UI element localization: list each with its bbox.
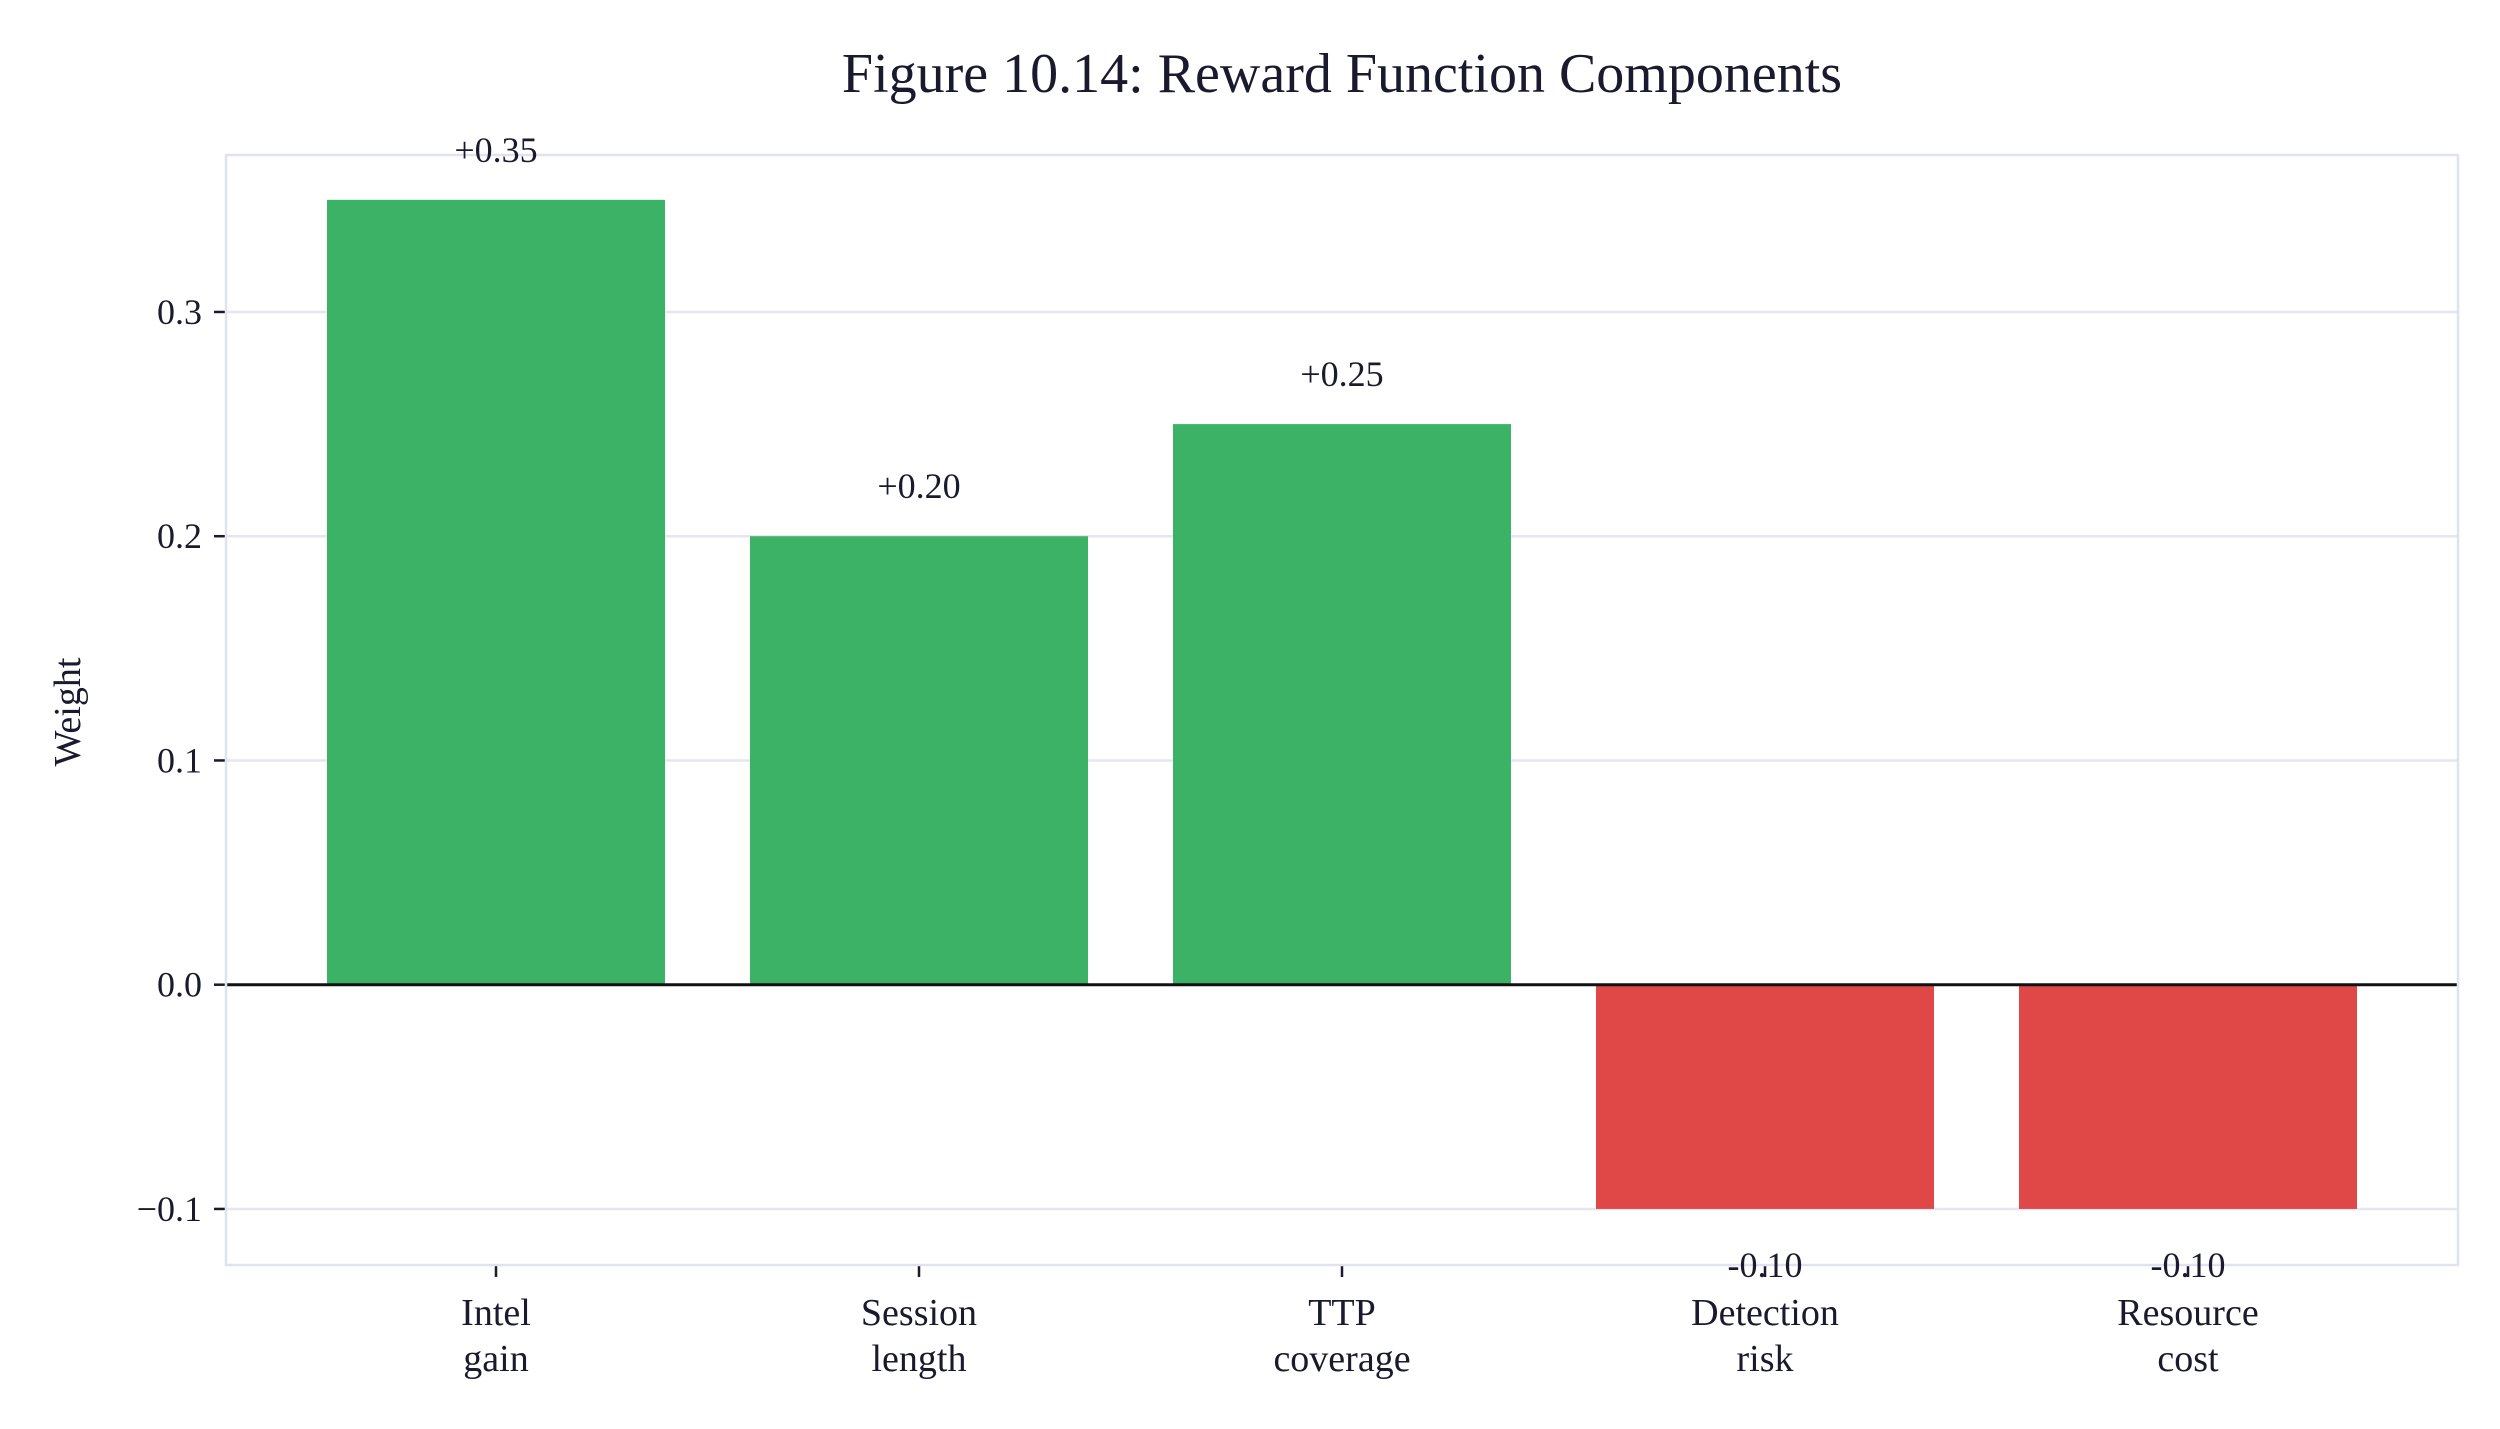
y-tick-label: 0.1 — [157, 740, 202, 780]
x-tick-label: Intel — [461, 1292, 531, 1334]
bar — [2019, 984, 2357, 1209]
bar — [327, 199, 665, 985]
y-tick-label: 0.3 — [157, 292, 202, 332]
y-tick-label: −0.1 — [137, 1189, 202, 1229]
data-label: +0.25 — [1300, 354, 1383, 394]
chart-title: Figure 10.14: Reward Function Components — [842, 43, 1842, 105]
bars — [327, 199, 2357, 1209]
bar — [750, 536, 1088, 985]
x-tick-label: risk — [1737, 1338, 1794, 1380]
bar — [1173, 424, 1511, 985]
data-label: -0.10 — [1728, 1245, 1803, 1285]
data-label: -0.10 — [2151, 1245, 2226, 1285]
data-label: +0.35 — [454, 130, 537, 170]
y-axis-label: Weight — [47, 657, 89, 766]
bar — [1596, 984, 1934, 1209]
x-tick-label: length — [872, 1338, 967, 1380]
data-label: +0.20 — [877, 466, 960, 506]
axes — [214, 153, 2460, 1277]
y-tick-label: 0.0 — [157, 965, 202, 1005]
x-tick-label: Session — [861, 1292, 977, 1334]
y-tick-label: 0.2 — [157, 516, 202, 556]
plot-frame — [224, 153, 2460, 1267]
x-tick-label: coverage — [1273, 1338, 1410, 1380]
x-tick-label: cost — [2157, 1338, 2219, 1380]
x-tick-label: Detection — [1691, 1292, 1839, 1334]
x-tick-label: gain — [463, 1338, 528, 1380]
x-tick-label: TTP — [1308, 1292, 1376, 1334]
x-tick-label: Resource — [2117, 1292, 2258, 1334]
